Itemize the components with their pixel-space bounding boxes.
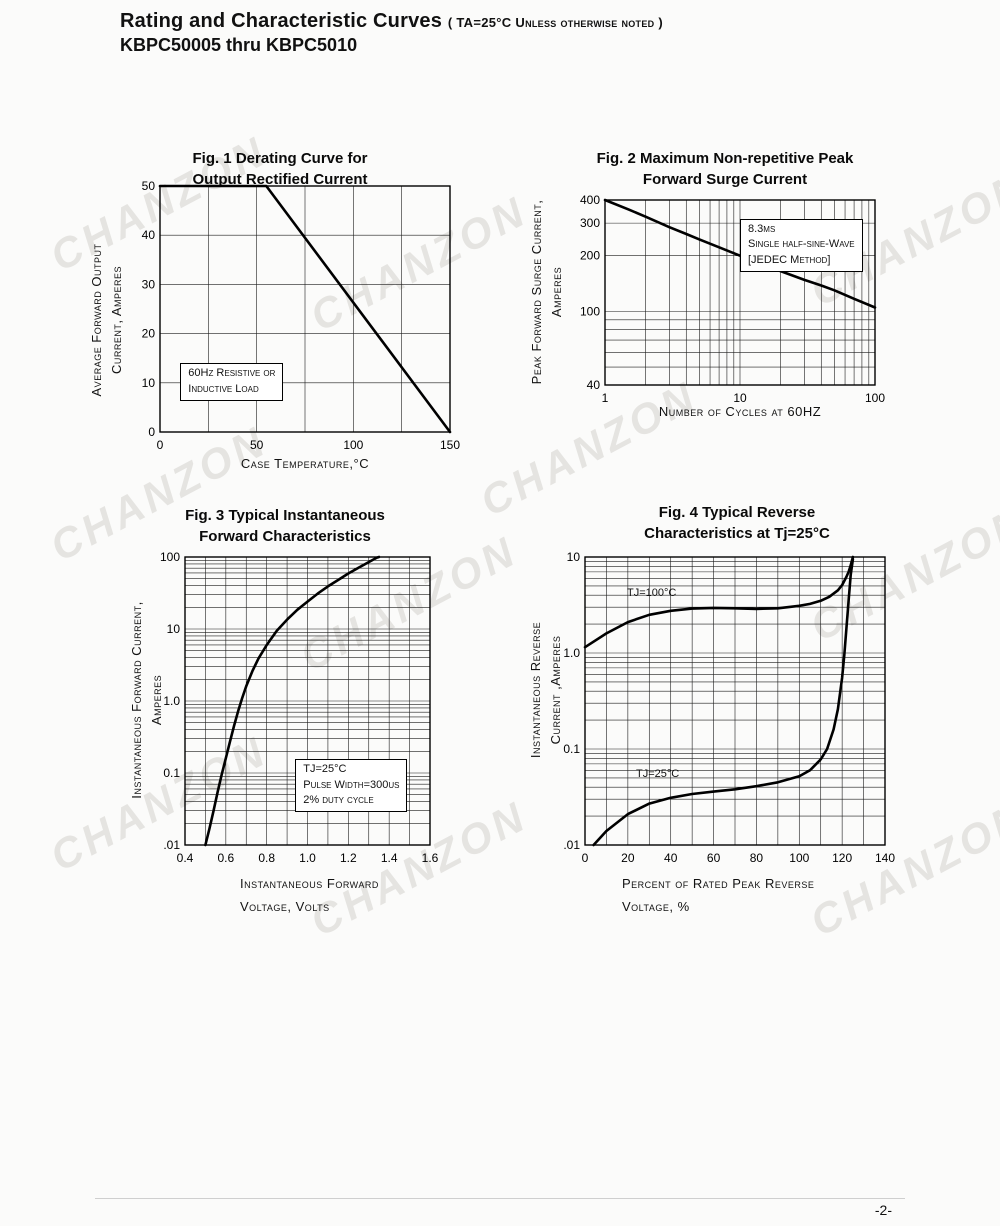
y-axis-label-fig2: Peak Forward Surge Current, Amperes (527, 200, 567, 385)
svg-text:400: 400 (580, 193, 600, 207)
svg-text:40: 40 (587, 378, 601, 392)
chart-title-line: Output Rectified Current (192, 171, 368, 188)
chart-annotation: 60Hz Resistive or Inductive Load (180, 363, 284, 401)
x-axis-label-line: Voltage, % (622, 899, 690, 915)
page-number: -2- (874, 1202, 892, 1218)
y-axis-label-line: Average Forward Output (88, 243, 104, 397)
x-axis-label-line: Voltage, Volts (240, 899, 330, 915)
svg-text:1.0: 1.0 (563, 646, 580, 660)
page-title-note: ( TA=25°C Unless otherwise noted ) (447, 15, 663, 30)
chart-canvas: 0.4 0.6 0.8 1.0 1.2 1.4 1.6 .01 0.1 1.0 10 100 (160, 550, 439, 865)
chart-title-line: Forward Surge Current (642, 171, 808, 188)
chart-canvas: 0 20 40 60 80 100 120 140 .01 0.1 1.0 10 (563, 550, 895, 865)
x-axis-label-fig1: Case Temperature,°C (165, 452, 445, 475)
chart-annotation: TJ=100°C (627, 586, 677, 599)
svg-text:50: 50 (250, 438, 264, 452)
svg-text:100: 100 (160, 550, 180, 564)
chart-title-line: Characteristics at Tj=25°C (644, 525, 830, 542)
svg-text:20: 20 (621, 851, 635, 865)
page-title-text: Rating and Characteristic Curves (120, 10, 443, 32)
svg-text:0.1: 0.1 (163, 766, 180, 780)
svg-text:.01: .01 (163, 838, 180, 852)
chart-title-fig1: Fig. 1 Derating Curve for Output Rectifi… (135, 148, 425, 190)
svg-text:0.6: 0.6 (217, 851, 234, 865)
chart-title-line: Fig. 3 Typical Instantaneous (185, 507, 385, 524)
svg-text:120: 120 (832, 851, 852, 865)
svg-text:80: 80 (750, 851, 764, 865)
svg-text:1: 1 (602, 391, 609, 405)
chart-title-fig2: Fig. 2 Maximum Non-repetitive Peak Forwa… (540, 148, 910, 190)
y-axis-label-line: Peak Forward Surge Current, (528, 199, 544, 385)
page-header: Rating and Characteristic Curves ( TA=25… (120, 10, 663, 56)
svg-text:10: 10 (733, 391, 747, 405)
plot-area-fig2: 1 10 100 40 100 200 300 400 8.3ms Single half-sin… (563, 192, 887, 411)
chart-title-fig3: Fig. 3 Typical Instantaneous Forward Cha… (135, 505, 435, 547)
svg-text:0.8: 0.8 (258, 851, 275, 865)
svg-text:10: 10 (567, 550, 581, 564)
x-axis-label-line: Case Temperature,°C (240, 456, 370, 471)
plot-area-fig4: 0 20 40 60 80 100 120 140 .01 0.1 1.0 10 TJ=100°C TJ=… (539, 549, 897, 871)
plot-area-fig1: 0 50 100 150 0 10 20 30 40 50 60Hz Resistive or Ind… (115, 178, 460, 458)
chart-annotation: 8.3ms Single half-sine-Wave [JEDEC Method] (740, 218, 863, 273)
svg-text:100: 100 (865, 391, 885, 405)
chart-title-line: Fig. 4 Typical Reverse (658, 504, 816, 521)
chart-canvas: 0 50 100 150 0 10 20 30 40 50 (142, 179, 460, 452)
svg-text:100: 100 (343, 438, 363, 452)
svg-text:60: 60 (707, 851, 721, 865)
svg-text:1.6: 1.6 (422, 851, 439, 865)
svg-text:.01: .01 (563, 838, 580, 852)
svg-text:150: 150 (440, 438, 460, 452)
svg-text:140: 140 (875, 851, 895, 865)
svg-text:100: 100 (789, 851, 809, 865)
x-axis-label-line: Percent of Rated Peak Reverse (622, 876, 815, 891)
x-axis-label-fig3: Instantaneous Forward Voltage, Volts (240, 872, 379, 919)
chart-title-fig4: Fig. 4 Typical Reverse Characteristics a… (547, 502, 927, 544)
chart-fig3: Fig. 3 Typical Instantaneous Forward Cha… (95, 500, 495, 930)
svg-text:1.2: 1.2 (340, 851, 357, 865)
chart-fig1: Fig. 1 Derating Curve for Output Rectifi… (89, 145, 495, 485)
chart-fig2: Fig. 2 Maximum Non-repetitive Peak Forwa… (529, 145, 960, 445)
svg-text:0: 0 (582, 851, 589, 865)
svg-text:40: 40 (142, 228, 156, 242)
svg-text:300: 300 (580, 216, 600, 230)
svg-text:0: 0 (157, 438, 164, 452)
svg-text:20: 20 (142, 327, 156, 341)
svg-text:10: 10 (167, 622, 181, 636)
chart-title-line: Fig. 2 Maximum Non-repetitive Peak (596, 150, 854, 167)
chart-title-line: Forward Characteristics (199, 528, 371, 545)
svg-text:0.4: 0.4 (177, 851, 194, 865)
part-number-range: KBPC50005 thru KBPC5010 (120, 35, 358, 55)
x-axis-label-fig2: Number of Cycles at 60HZ (600, 400, 880, 423)
svg-text:30: 30 (142, 277, 156, 291)
chart-fig4: Fig. 4 Typical Reverse Characteristics a… (528, 500, 970, 930)
chart-annotation: TJ=25°C (636, 768, 680, 781)
chart-title-line: Fig. 1 Derating Curve for (192, 150, 368, 167)
x-axis-label-line: Number of Cycles at 60HZ (658, 404, 822, 419)
svg-text:100: 100 (580, 304, 600, 318)
svg-text:1.0: 1.0 (163, 694, 180, 708)
x-axis-label-line: Instantaneous Forward (240, 876, 379, 891)
svg-text:1.4: 1.4 (381, 851, 398, 865)
svg-text:0: 0 (148, 425, 155, 439)
svg-text:200: 200 (580, 249, 600, 263)
svg-text:40: 40 (664, 851, 678, 865)
x-axis-label-fig4: Percent of Rated Peak Reverse Voltage, % (622, 872, 814, 919)
chart-annotation: TJ=25°C Pulse Width=300us 2% duty cycle (295, 758, 408, 813)
svg-text:50: 50 (142, 179, 156, 193)
svg-text:10: 10 (142, 376, 156, 390)
plot-area-fig3: 0.4 0.6 0.8 1.0 1.2 1.4 1.6 .01 0.1 1.0 10 100 TJ=25… (137, 549, 440, 871)
page-title: Rating and Characteristic Curves ( TA=25… (120, 10, 663, 33)
svg-text:1.0: 1.0 (299, 851, 316, 865)
svg-text:0.1: 0.1 (563, 742, 580, 756)
footer-divider (95, 1198, 905, 1199)
